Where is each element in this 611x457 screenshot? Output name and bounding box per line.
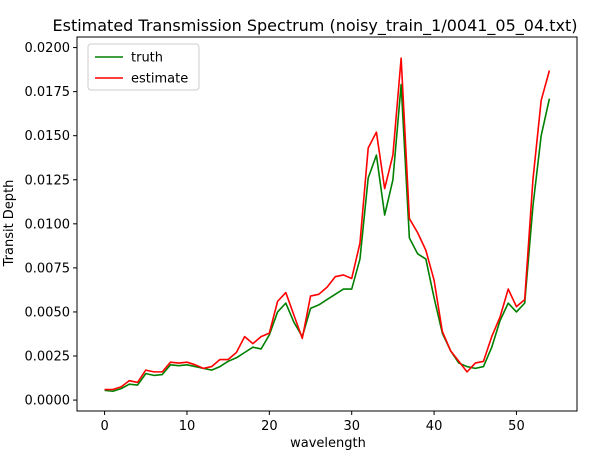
y-tick-label: 0.0000 bbox=[25, 394, 71, 409]
x-tick-label: 10 bbox=[179, 419, 196, 434]
y-tick-label: 0.0150 bbox=[25, 129, 71, 144]
chart-title: Estimated Transmission Spectrum (noisy_t… bbox=[53, 16, 578, 36]
y-tick-label: 0.0025 bbox=[25, 350, 71, 365]
series-line-truth bbox=[104, 83, 551, 393]
x-tick-label: 20 bbox=[261, 419, 278, 434]
x-tick-label: 40 bbox=[426, 419, 443, 434]
x-tick-label: 50 bbox=[508, 419, 525, 434]
axes-frame bbox=[76, 36, 578, 412]
y-tick-label: 0.0175 bbox=[25, 85, 71, 100]
x-axis-label: wavelength bbox=[290, 436, 366, 451]
series-line-estimate bbox=[104, 57, 551, 391]
legend-label-estimate: estimate bbox=[131, 72, 188, 87]
y-tick-label: 0.0125 bbox=[25, 173, 71, 188]
y-tick-label: 0.0050 bbox=[25, 305, 71, 320]
y-tick-label: 0.0100 bbox=[25, 217, 71, 232]
x-tick-label: 0 bbox=[100, 419, 108, 434]
legend-label-truth: truth bbox=[131, 51, 163, 66]
y-tick-label: 0.0075 bbox=[25, 261, 71, 276]
y-axis-label: Transit Depth bbox=[2, 180, 17, 268]
x-tick-label: 30 bbox=[343, 419, 360, 434]
y-tick-label: 0.0200 bbox=[25, 41, 71, 56]
legend: truth estimate bbox=[87, 43, 200, 91]
plot-area: 0 10 20 30 40 50 0.0000 0.0025 0.0050 0.0075 0.010… bbox=[25, 36, 578, 434]
